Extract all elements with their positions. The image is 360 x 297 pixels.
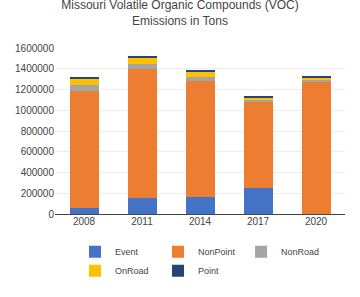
svg-text:1600000: 1600000 [15, 43, 54, 54]
svg-text:800000: 800000 [21, 126, 55, 137]
svg-text:NonRoad: NonRoad [281, 247, 319, 257]
svg-text:2011: 2011 [131, 216, 153, 227]
svg-text:OnRoad: OnRoad [115, 266, 149, 276]
svg-text:2017: 2017 [247, 216, 270, 227]
svg-text:400000: 400000 [21, 167, 55, 178]
svg-text:1000000: 1000000 [15, 105, 54, 116]
svg-text:0: 0 [48, 209, 54, 220]
svg-text:2020: 2020 [305, 216, 328, 227]
svg-text:Missouri Volatile Organic Comp: Missouri Volatile Organic Compounds (VOC… [61, 0, 298, 28]
svg-text:1400000: 1400000 [15, 63, 54, 74]
svg-text:Event: Event [115, 247, 139, 257]
svg-text:2014: 2014 [189, 216, 212, 227]
svg-text:Point: Point [198, 266, 219, 276]
svg-text:1200000: 1200000 [15, 84, 54, 95]
svg-text:200000: 200000 [21, 188, 55, 199]
svg-text:2008: 2008 [73, 216, 96, 227]
svg-text:NonPoint: NonPoint [198, 247, 236, 257]
svg-text:600000: 600000 [21, 146, 55, 157]
